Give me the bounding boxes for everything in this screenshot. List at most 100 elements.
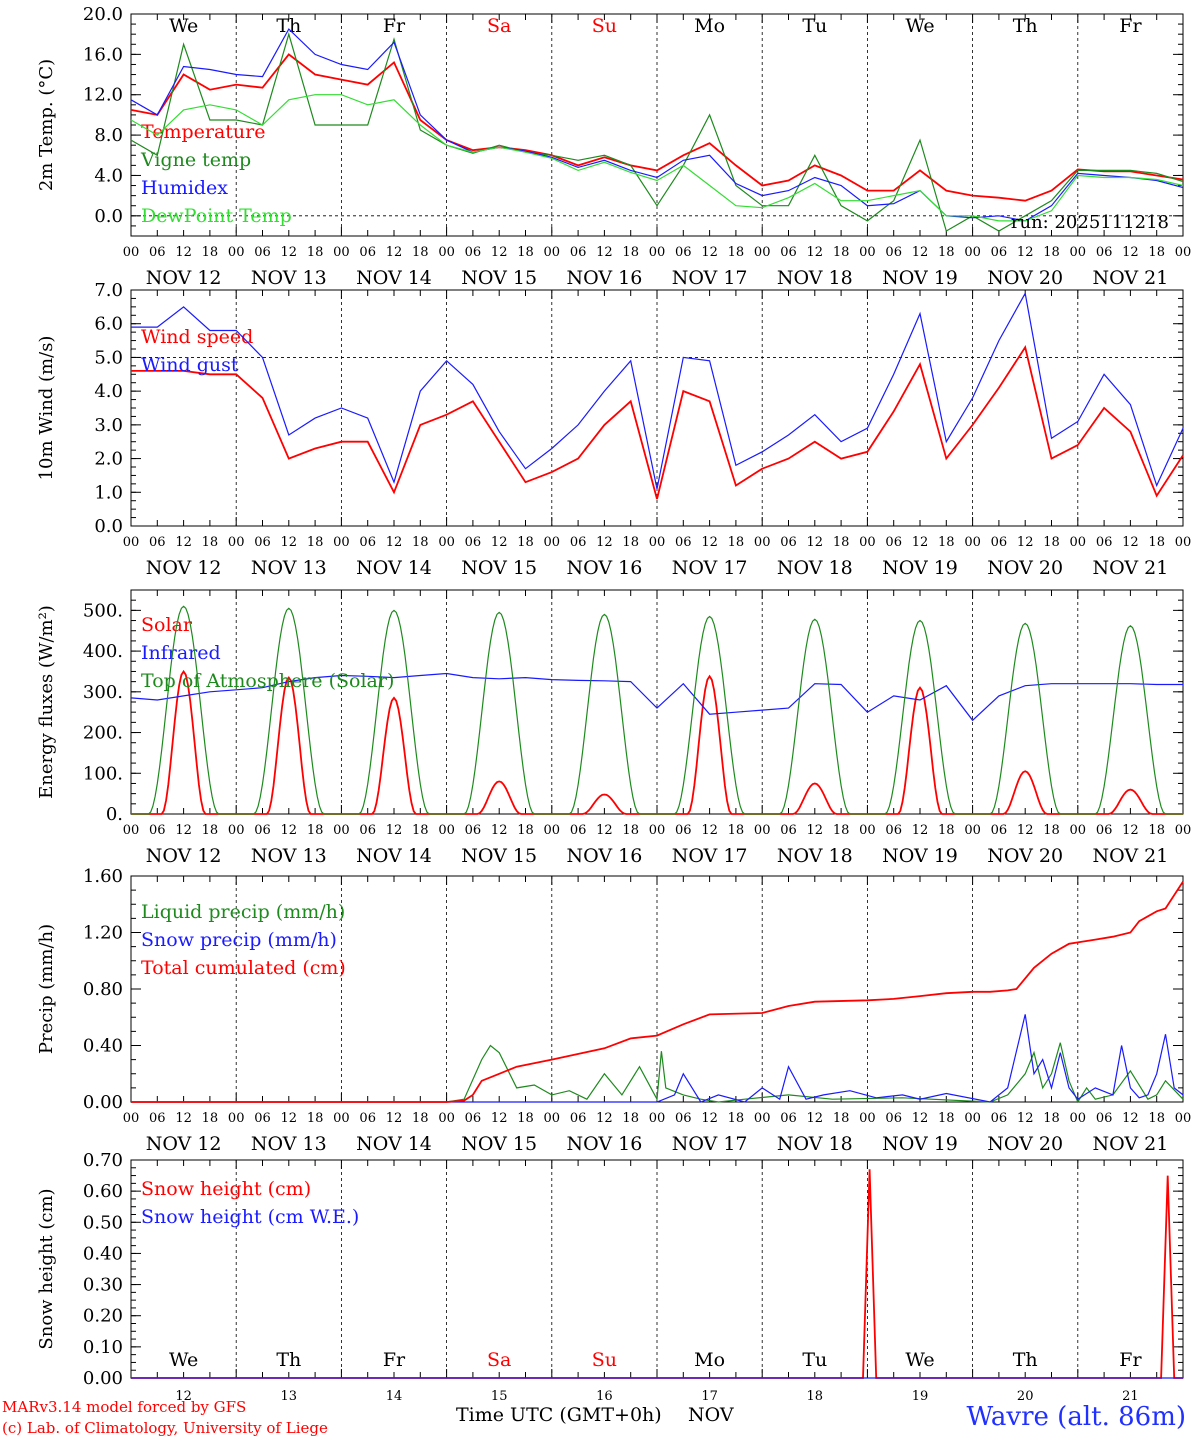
hour-tick-label: 18 bbox=[1043, 535, 1060, 550]
weekday-label: Fr bbox=[383, 1349, 406, 1371]
hour-tick-label: 18 bbox=[938, 535, 955, 550]
day-number-label: 13 bbox=[281, 1389, 298, 1404]
day-number-label: 12 bbox=[175, 1389, 192, 1404]
hour-tick-label: 12 bbox=[701, 1111, 718, 1126]
hour-tick-label: 00 bbox=[649, 823, 666, 838]
hour-tick-label: 12 bbox=[912, 245, 929, 260]
hour-tick-label: 12 bbox=[1017, 245, 1034, 260]
y-tick-label: 0.0 bbox=[94, 516, 123, 537]
y-tick-label: 20.0 bbox=[83, 4, 123, 25]
hour-tick-label: 18 bbox=[728, 1111, 745, 1126]
hour-tick-label: 18 bbox=[938, 1111, 955, 1126]
weekday-label: Su bbox=[592, 15, 617, 37]
y-tick-label: 1.0 bbox=[94, 482, 123, 503]
hour-tick-label: 00 bbox=[859, 823, 876, 838]
hour-tick-label: 18 bbox=[938, 245, 955, 260]
hour-tick-label: 18 bbox=[202, 245, 219, 260]
hour-tick-label: 12 bbox=[596, 535, 613, 550]
date-label: NOV 21 bbox=[1092, 845, 1168, 867]
hour-tick-label: 06 bbox=[991, 535, 1008, 550]
weekday-label: Mo bbox=[694, 15, 725, 37]
legend-entry: Wind speed bbox=[141, 326, 253, 348]
hour-tick-label: 06 bbox=[991, 245, 1008, 260]
hour-tick-label: 12 bbox=[175, 245, 192, 260]
y-tick-label: 16.0 bbox=[83, 44, 123, 65]
hour-tick-label: 00 bbox=[964, 1111, 981, 1126]
weekday-label: We bbox=[169, 15, 198, 37]
weekday-label: Tu bbox=[802, 15, 827, 37]
hour-tick-label: 18 bbox=[1043, 1111, 1060, 1126]
credit-line-1: MARv3.14 model forced by GFS bbox=[2, 1398, 247, 1416]
date-label: NOV 19 bbox=[882, 1133, 958, 1155]
hour-tick-label: 06 bbox=[1096, 245, 1113, 260]
hour-tick-label: 00 bbox=[1070, 1111, 1087, 1126]
date-label: NOV 19 bbox=[882, 267, 958, 289]
legend-entry: Temperature bbox=[141, 121, 265, 143]
y-tick-label: 0.00 bbox=[83, 1368, 123, 1389]
legend-entry: DewPoint Temp bbox=[141, 205, 292, 227]
date-label: NOV 20 bbox=[987, 267, 1063, 289]
series-line-top-of-atmosphere-solar- bbox=[131, 605, 1183, 815]
date-label: NOV 21 bbox=[1092, 1133, 1168, 1155]
legend-entry: Snow height (cm) bbox=[141, 1178, 311, 1200]
hour-tick-label: 00 bbox=[123, 245, 140, 260]
y-tick-label: 200. bbox=[83, 723, 123, 744]
hour-tick-label: 18 bbox=[307, 823, 324, 838]
hour-tick-label: 00 bbox=[859, 535, 876, 550]
hour-tick-label: 06 bbox=[149, 1111, 166, 1126]
hour-tick-label: 18 bbox=[202, 535, 219, 550]
date-label: NOV 16 bbox=[566, 267, 642, 289]
y-tick-label: 8.0 bbox=[94, 125, 123, 146]
hour-tick-label: 06 bbox=[570, 1111, 587, 1126]
hour-tick-label: 18 bbox=[202, 1111, 219, 1126]
weekday-label: Fr bbox=[383, 15, 406, 37]
y-tick-label: 7.0 bbox=[94, 280, 123, 301]
y-tick-label: 0.80 bbox=[83, 979, 123, 1000]
hour-tick-label: 06 bbox=[675, 535, 692, 550]
hour-tick-label: 00 bbox=[438, 535, 455, 550]
hour-tick-label: 00 bbox=[1175, 535, 1192, 550]
y-tick-label: 0.30 bbox=[83, 1275, 123, 1296]
hour-tick-label: 18 bbox=[1148, 1111, 1165, 1126]
weekday-label: Su bbox=[592, 1349, 617, 1371]
legend-entry: Liquid precip (mm/h) bbox=[141, 901, 345, 923]
hour-tick-label: 12 bbox=[596, 245, 613, 260]
hour-tick-label: 12 bbox=[1017, 535, 1034, 550]
series-line-wind-speed bbox=[131, 345, 1184, 500]
date-label: NOV 15 bbox=[461, 557, 537, 579]
hour-tick-label: 00 bbox=[123, 1111, 140, 1126]
date-label: NOV 17 bbox=[672, 845, 748, 867]
weekday-label: Th bbox=[1013, 15, 1038, 37]
date-label: NOV 18 bbox=[777, 1133, 853, 1155]
hour-tick-label: 06 bbox=[149, 535, 166, 550]
hour-tick-label: 18 bbox=[728, 535, 745, 550]
y-tick-label: 12.0 bbox=[83, 85, 123, 106]
hour-tick-label: 00 bbox=[228, 245, 245, 260]
hour-tick-label: 06 bbox=[885, 245, 902, 260]
date-label: NOV 15 bbox=[461, 845, 537, 867]
y-tick-label: 1.20 bbox=[83, 923, 123, 944]
hour-tick-label: 00 bbox=[859, 1111, 876, 1126]
hour-tick-label: 00 bbox=[228, 535, 245, 550]
hour-tick-label: 06 bbox=[359, 1111, 376, 1126]
hour-tick-label: 12 bbox=[491, 1111, 508, 1126]
hour-tick-label: 18 bbox=[1148, 823, 1165, 838]
hour-tick-label: 00 bbox=[333, 245, 350, 260]
date-label: NOV 21 bbox=[1092, 267, 1168, 289]
run-label: run: 2025111218 bbox=[1011, 212, 1169, 233]
weekday-label: Sa bbox=[487, 1349, 511, 1371]
hour-tick-label: 18 bbox=[517, 535, 534, 550]
hour-tick-label: 00 bbox=[544, 535, 561, 550]
hour-tick-label: 06 bbox=[570, 245, 587, 260]
hour-tick-label: 18 bbox=[1043, 245, 1060, 260]
hour-tick-label: 00 bbox=[123, 535, 140, 550]
hour-tick-label: 00 bbox=[754, 1111, 771, 1126]
hour-tick-label: 06 bbox=[570, 535, 587, 550]
day-number-label: 16 bbox=[596, 1389, 613, 1404]
date-label: NOV 19 bbox=[882, 557, 958, 579]
series-line-temperature bbox=[130, 53, 1184, 202]
hour-tick-label: 00 bbox=[649, 1111, 666, 1126]
date-label: NOV 12 bbox=[146, 267, 222, 289]
hour-tick-label: 00 bbox=[1175, 245, 1192, 260]
hour-tick-label: 12 bbox=[807, 535, 824, 550]
